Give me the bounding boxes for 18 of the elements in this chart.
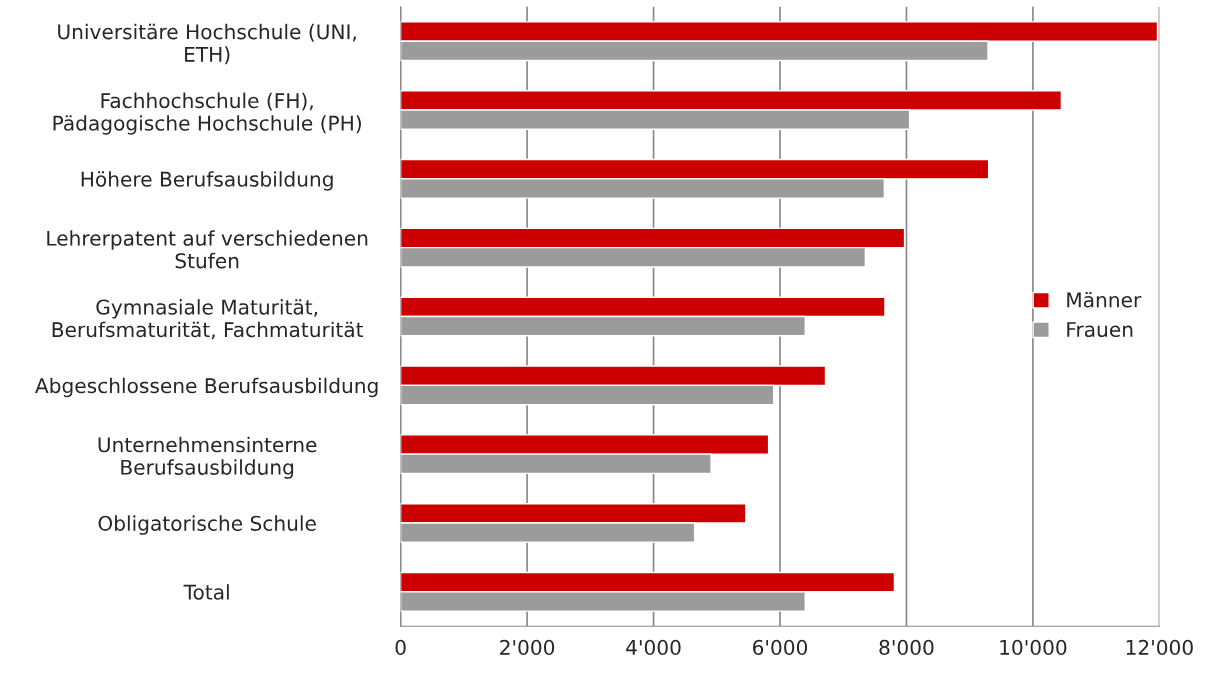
y-tick-label: Abgeschlossene Berufsausbildung <box>35 377 378 398</box>
x-tick-label: 0 <box>395 639 406 656</box>
x-tick-label: 4'000 <box>626 639 681 656</box>
legend-label: Männer <box>1067 292 1142 308</box>
x-tick-label: 12'000 <box>1126 639 1193 656</box>
x-tick-label: 6'000 <box>753 639 808 656</box>
y-tick-label: Total <box>183 584 229 600</box>
legend-label: Frauen <box>1067 322 1133 338</box>
y-tick-label: Lehrerpatent auf verschiedenen Stufen <box>47 230 368 269</box>
x-tick-label: 8'000 <box>879 639 934 656</box>
y-tick-label: Unternehmensinterne Berufsausbildung <box>98 436 317 479</box>
x-tick-label: 10'000 <box>1000 639 1067 656</box>
y-tick-label: Obligatorische Schule <box>98 515 316 535</box>
y-tick-label: Fachhochschule (FH), Pädagogische Hochschule (PH) <box>53 92 361 135</box>
x-tick-label: 2'000 <box>500 639 555 656</box>
y-tick-label: Universitäre Hochschule (UNI, ETH) <box>58 23 356 65</box>
y-tick-label: Höhere Berufsausbildung <box>81 171 333 191</box>
y-tick-label: Gymnasiale Maturität, Berufsmaturität, Fachmaturität <box>52 299 364 340</box>
